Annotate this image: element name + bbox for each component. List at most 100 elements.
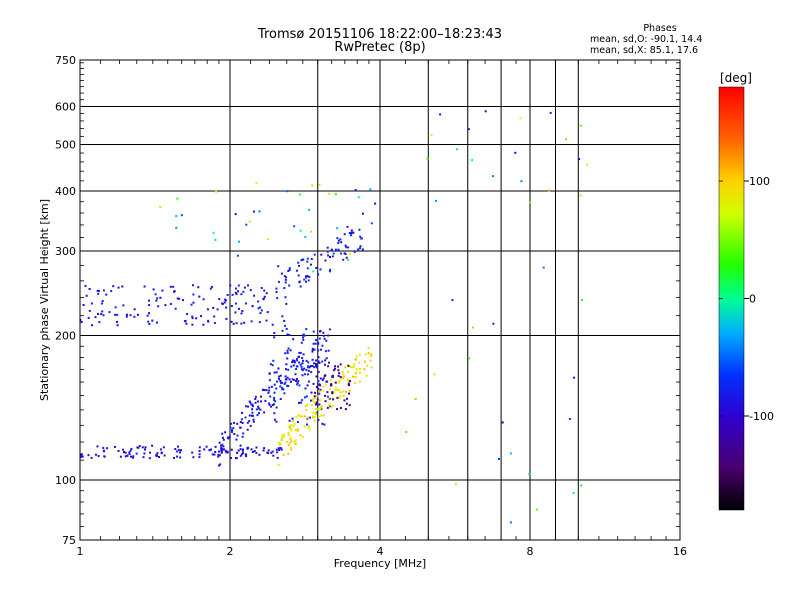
data-point [305, 368, 308, 371]
data-point [285, 363, 288, 366]
data-point [251, 305, 254, 307]
data-point [214, 445, 217, 448]
data-point [568, 418, 571, 420]
data-point [300, 259, 303, 262]
y-axis-ticks: 75 100 200 300 400 500 600 750 [55, 54, 680, 547]
data-point [344, 366, 347, 369]
data-point [220, 451, 223, 454]
data-point [251, 403, 254, 406]
data-point [212, 231, 215, 234]
data-point [344, 244, 347, 247]
data-point [572, 492, 575, 494]
data-point [302, 359, 304, 362]
data-point [345, 390, 347, 393]
data-point [144, 446, 147, 449]
data-point [315, 413, 318, 416]
data-point [245, 455, 248, 458]
data-point [271, 450, 274, 453]
data-point [270, 405, 273, 408]
data-point [288, 425, 291, 428]
data-point [317, 383, 320, 386]
data-point [322, 414, 325, 417]
data-point [226, 451, 229, 454]
data-point [198, 295, 201, 298]
data-point [87, 316, 90, 319]
data-point [311, 365, 314, 367]
data-point [218, 450, 220, 453]
data-point [298, 401, 300, 404]
data-point [272, 359, 275, 362]
data-point [290, 440, 293, 443]
data-point [251, 405, 254, 408]
data-point [277, 265, 280, 268]
data-point [358, 361, 361, 364]
data-point [312, 342, 315, 345]
data-point [191, 317, 194, 320]
data-point [302, 353, 305, 356]
data-point [355, 368, 358, 371]
data-point [342, 375, 345, 378]
data-point [257, 407, 260, 410]
data-point [273, 336, 276, 339]
data-point [248, 414, 251, 417]
data-point [334, 381, 337, 384]
data-point [301, 357, 304, 359]
data-point [151, 444, 154, 447]
data-point [277, 367, 280, 370]
data-point [347, 258, 350, 261]
data-point [184, 319, 187, 322]
data-point [287, 452, 290, 455]
data-point [260, 395, 262, 398]
data-point [287, 444, 290, 447]
data-point [492, 322, 495, 325]
data-point [230, 448, 233, 451]
data-point [291, 420, 294, 423]
data-point [342, 376, 345, 379]
data-point [284, 352, 287, 355]
data-point [361, 212, 364, 215]
data-point [222, 438, 225, 441]
data-point [317, 418, 320, 421]
data-point [295, 379, 297, 382]
data-point [263, 295, 266, 298]
data-point [358, 228, 361, 231]
data-point [237, 449, 240, 452]
data-point [471, 159, 474, 162]
data-point [430, 134, 433, 137]
data-point [291, 417, 294, 420]
data-point [234, 291, 237, 294]
data-point [275, 387, 278, 390]
data-point [334, 389, 336, 392]
data-point [330, 248, 333, 251]
data-point [315, 408, 318, 410]
data-point [305, 395, 308, 398]
data-point [256, 400, 259, 403]
data-point [307, 366, 309, 368]
data-point [299, 285, 302, 288]
data-point [348, 392, 351, 395]
data-point [307, 279, 310, 282]
data-point [331, 374, 334, 377]
data-point [317, 360, 320, 363]
data-point [315, 403, 317, 406]
data-point [352, 375, 354, 378]
data-point [231, 429, 233, 432]
data-point [226, 436, 229, 439]
data-point [222, 448, 225, 451]
data-point [130, 455, 132, 458]
data-point [324, 383, 327, 386]
data-point [242, 290, 245, 293]
data-point [137, 313, 139, 316]
colorbar-tick-label: -100 [749, 410, 774, 423]
data-point [211, 285, 214, 288]
data-point [322, 385, 325, 388]
data-point [280, 448, 283, 451]
data-point [250, 320, 253, 323]
data-point [265, 389, 268, 392]
data-point [215, 190, 218, 193]
data-point [332, 398, 335, 401]
data-point [242, 448, 244, 451]
data-point [82, 304, 85, 306]
data-point [102, 447, 105, 449]
data-point [353, 363, 356, 366]
